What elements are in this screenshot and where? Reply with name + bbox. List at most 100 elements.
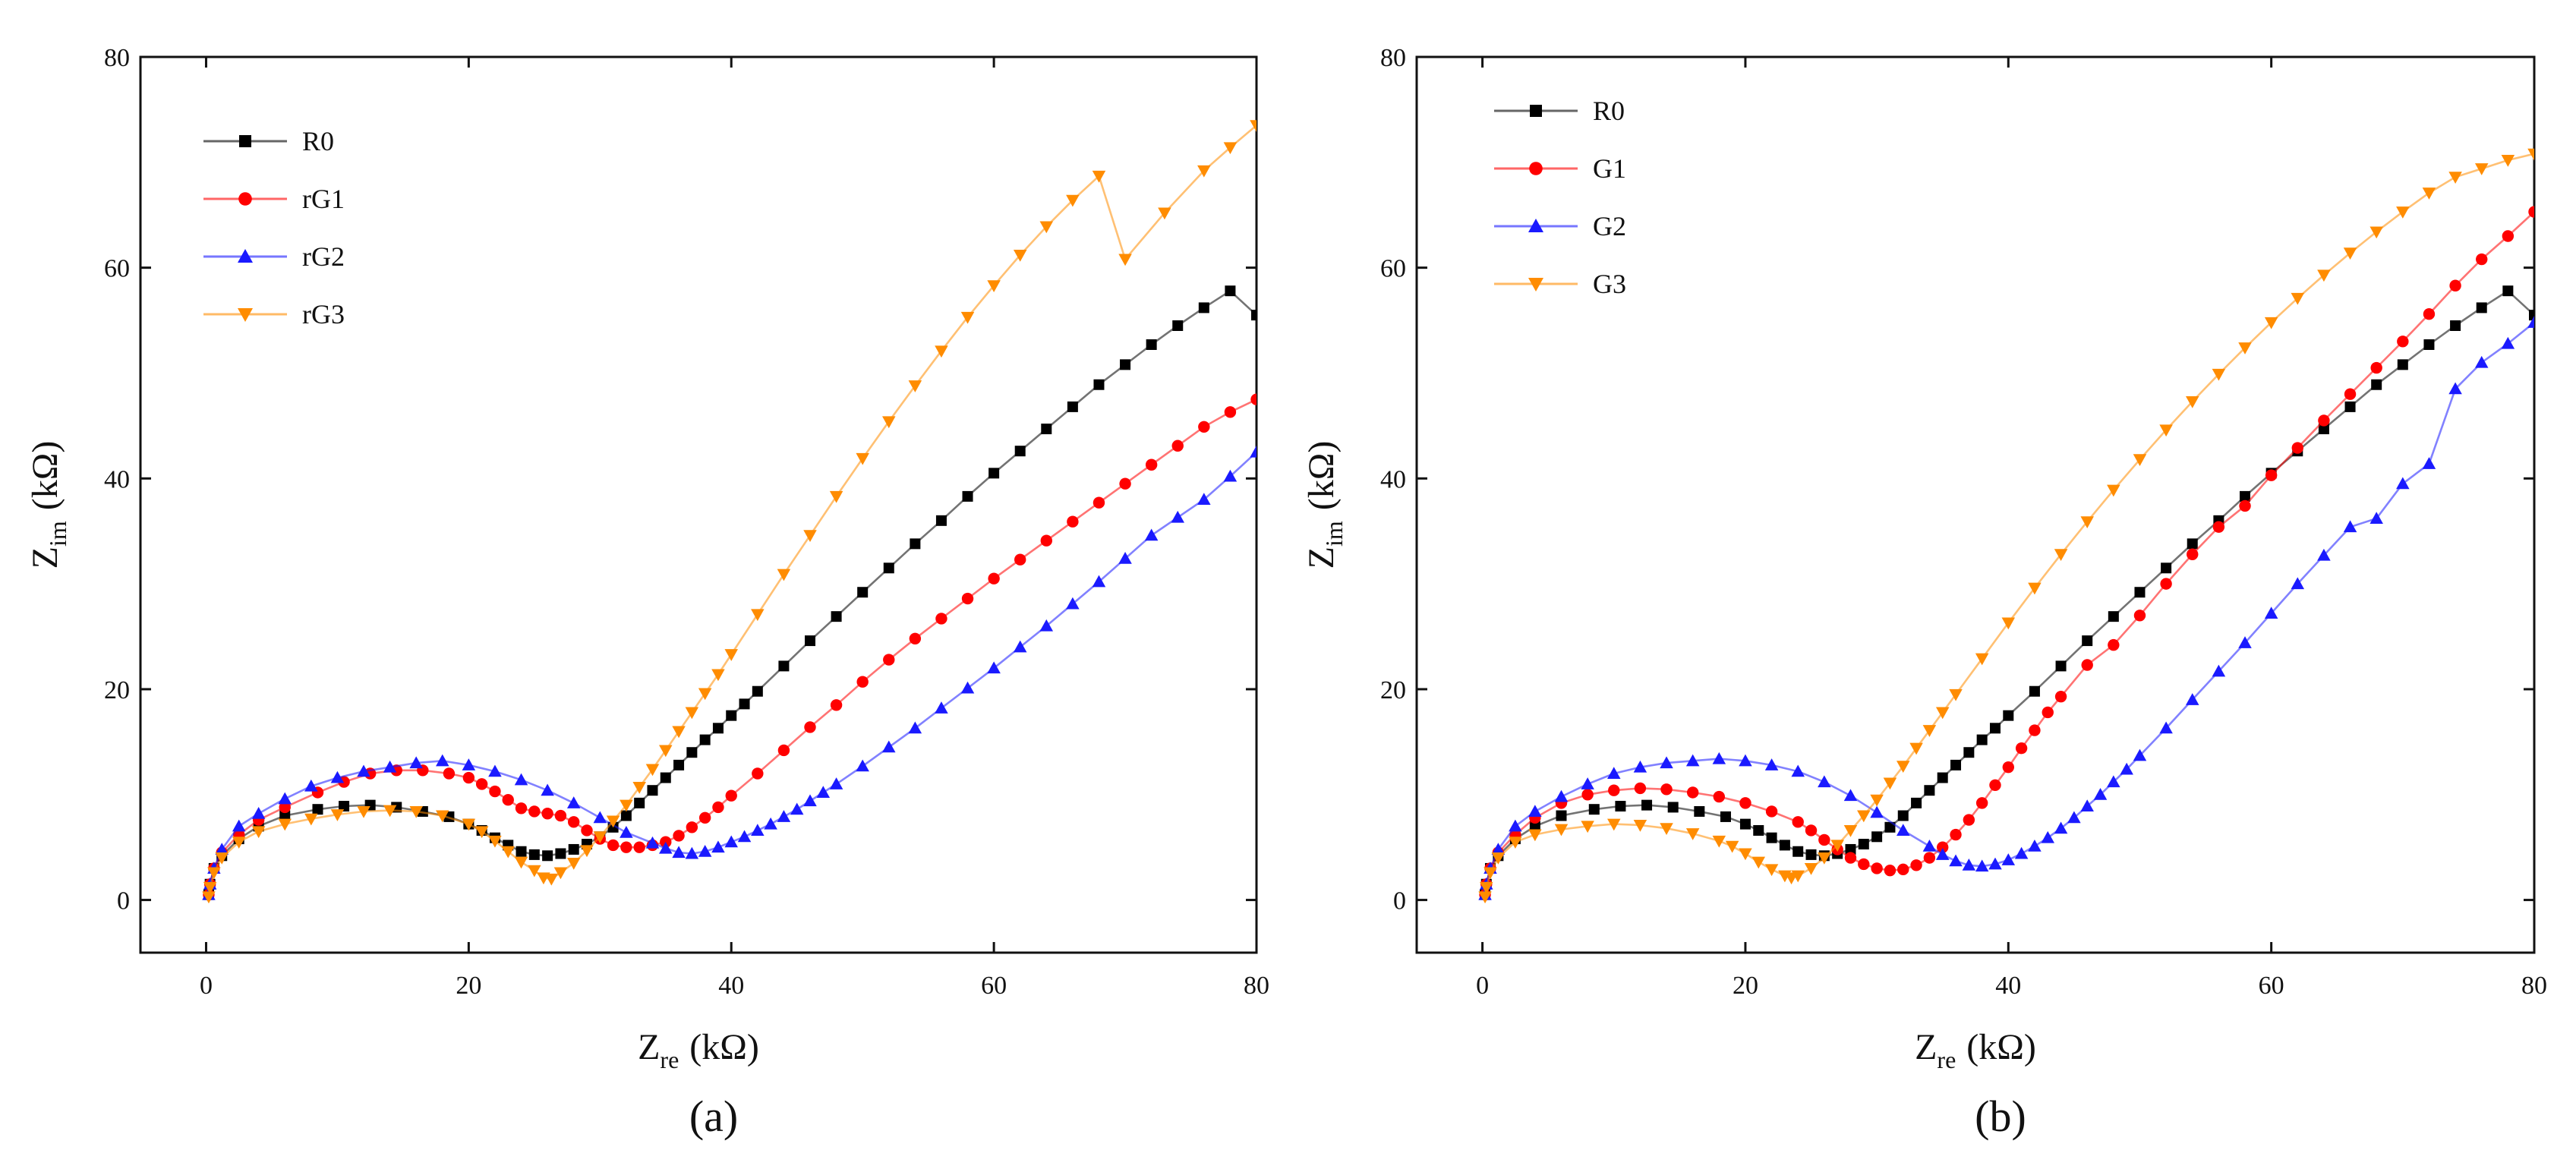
data-point	[2212, 664, 2226, 677]
data-point	[2082, 635, 2093, 647]
data-point	[1963, 747, 1975, 758]
data-point	[831, 611, 842, 622]
data-point	[383, 805, 397, 818]
data-point	[1197, 493, 1211, 506]
data-point	[339, 801, 350, 812]
x-axis-title: Zre (kΩ)	[638, 1027, 759, 1073]
data-point	[698, 844, 712, 857]
data-point	[830, 699, 843, 711]
data-point	[1014, 553, 1026, 566]
panel-label: (a)	[689, 1092, 738, 1141]
data-point	[2054, 821, 2068, 834]
data-point	[1818, 775, 1831, 788]
data-point	[409, 805, 423, 818]
data-point	[2028, 840, 2042, 852]
data-point	[1910, 859, 1922, 871]
data-point	[2318, 424, 2329, 435]
data-point	[1250, 120, 1256, 132]
data-point	[1686, 786, 1699, 799]
data-point	[436, 754, 449, 767]
data-point	[488, 835, 502, 848]
data-point	[1067, 515, 1079, 528]
data-point	[908, 721, 922, 734]
data-point	[1765, 805, 1778, 818]
data-point	[1093, 379, 1105, 390]
data-point	[1554, 789, 1569, 802]
data-point	[1739, 797, 1751, 809]
series-line-rG1	[207, 399, 1256, 895]
data-point	[566, 858, 581, 870]
data-point	[988, 468, 1000, 479]
series-G1	[1479, 206, 2534, 901]
x-axis-title: Zre (kΩ)	[1915, 1027, 2036, 1073]
data-point	[2501, 336, 2515, 349]
data-point	[1883, 777, 1897, 790]
data-point	[2133, 454, 2147, 467]
data-point	[2081, 659, 2093, 671]
data-point	[2080, 516, 2094, 528]
data-point	[1792, 846, 1804, 857]
data-point	[804, 721, 816, 733]
data-point	[2185, 395, 2199, 408]
data-point	[1223, 142, 1238, 155]
data-point	[1013, 249, 1027, 262]
data-point	[2422, 187, 2436, 200]
data-point	[632, 782, 646, 794]
data-point	[2054, 690, 2067, 703]
data-point	[647, 785, 658, 796]
data-point	[2265, 469, 2278, 481]
y-axis-title-main: Z	[1301, 547, 1342, 569]
data-point	[544, 873, 559, 886]
data-point	[672, 726, 686, 739]
data-point	[542, 850, 553, 862]
data-point	[857, 587, 869, 598]
data-point	[698, 688, 712, 701]
data-point	[685, 846, 699, 859]
data-point	[645, 836, 660, 849]
data-point	[1478, 891, 1492, 904]
data-point	[2369, 512, 2383, 525]
data-point	[737, 830, 752, 843]
data-point	[1197, 165, 1211, 178]
data-point	[2344, 401, 2356, 412]
data-point	[462, 771, 475, 784]
data-point	[593, 811, 607, 824]
legend-label: rG1	[302, 184, 345, 214]
data-point	[883, 562, 894, 574]
data-point	[462, 818, 476, 831]
data-point	[620, 810, 632, 821]
data-point	[711, 840, 725, 853]
data-point	[2422, 457, 2436, 469]
data-point	[502, 794, 514, 806]
data-point	[2001, 617, 2016, 630]
data-point	[659, 745, 673, 758]
data-point	[232, 837, 246, 849]
data-point	[1120, 359, 1131, 370]
data-point	[1660, 783, 1673, 796]
data-point	[883, 654, 895, 666]
data-point	[443, 767, 456, 780]
data-point	[593, 831, 607, 844]
data-point	[752, 685, 763, 697]
data-point	[1509, 837, 1522, 849]
data-point	[462, 758, 476, 770]
data-point	[2185, 693, 2199, 705]
data-point	[698, 811, 711, 824]
legend-marker	[1528, 278, 1543, 291]
data-point	[1040, 534, 1052, 547]
data-point	[2187, 538, 2198, 550]
data-point	[2291, 577, 2305, 590]
data-point	[660, 772, 671, 783]
data-point	[1739, 848, 1752, 861]
data-point	[790, 802, 804, 815]
x-tick-label: 40	[1995, 972, 2021, 1000]
data-point	[1739, 754, 1752, 767]
data-point	[2344, 388, 2357, 400]
data-point	[2397, 359, 2408, 370]
data-point	[935, 613, 947, 625]
data-point	[2159, 721, 2173, 734]
data-point	[1725, 840, 1739, 853]
data-point	[1779, 840, 1790, 851]
data-point	[2133, 748, 2147, 761]
data-point	[1805, 849, 1817, 860]
